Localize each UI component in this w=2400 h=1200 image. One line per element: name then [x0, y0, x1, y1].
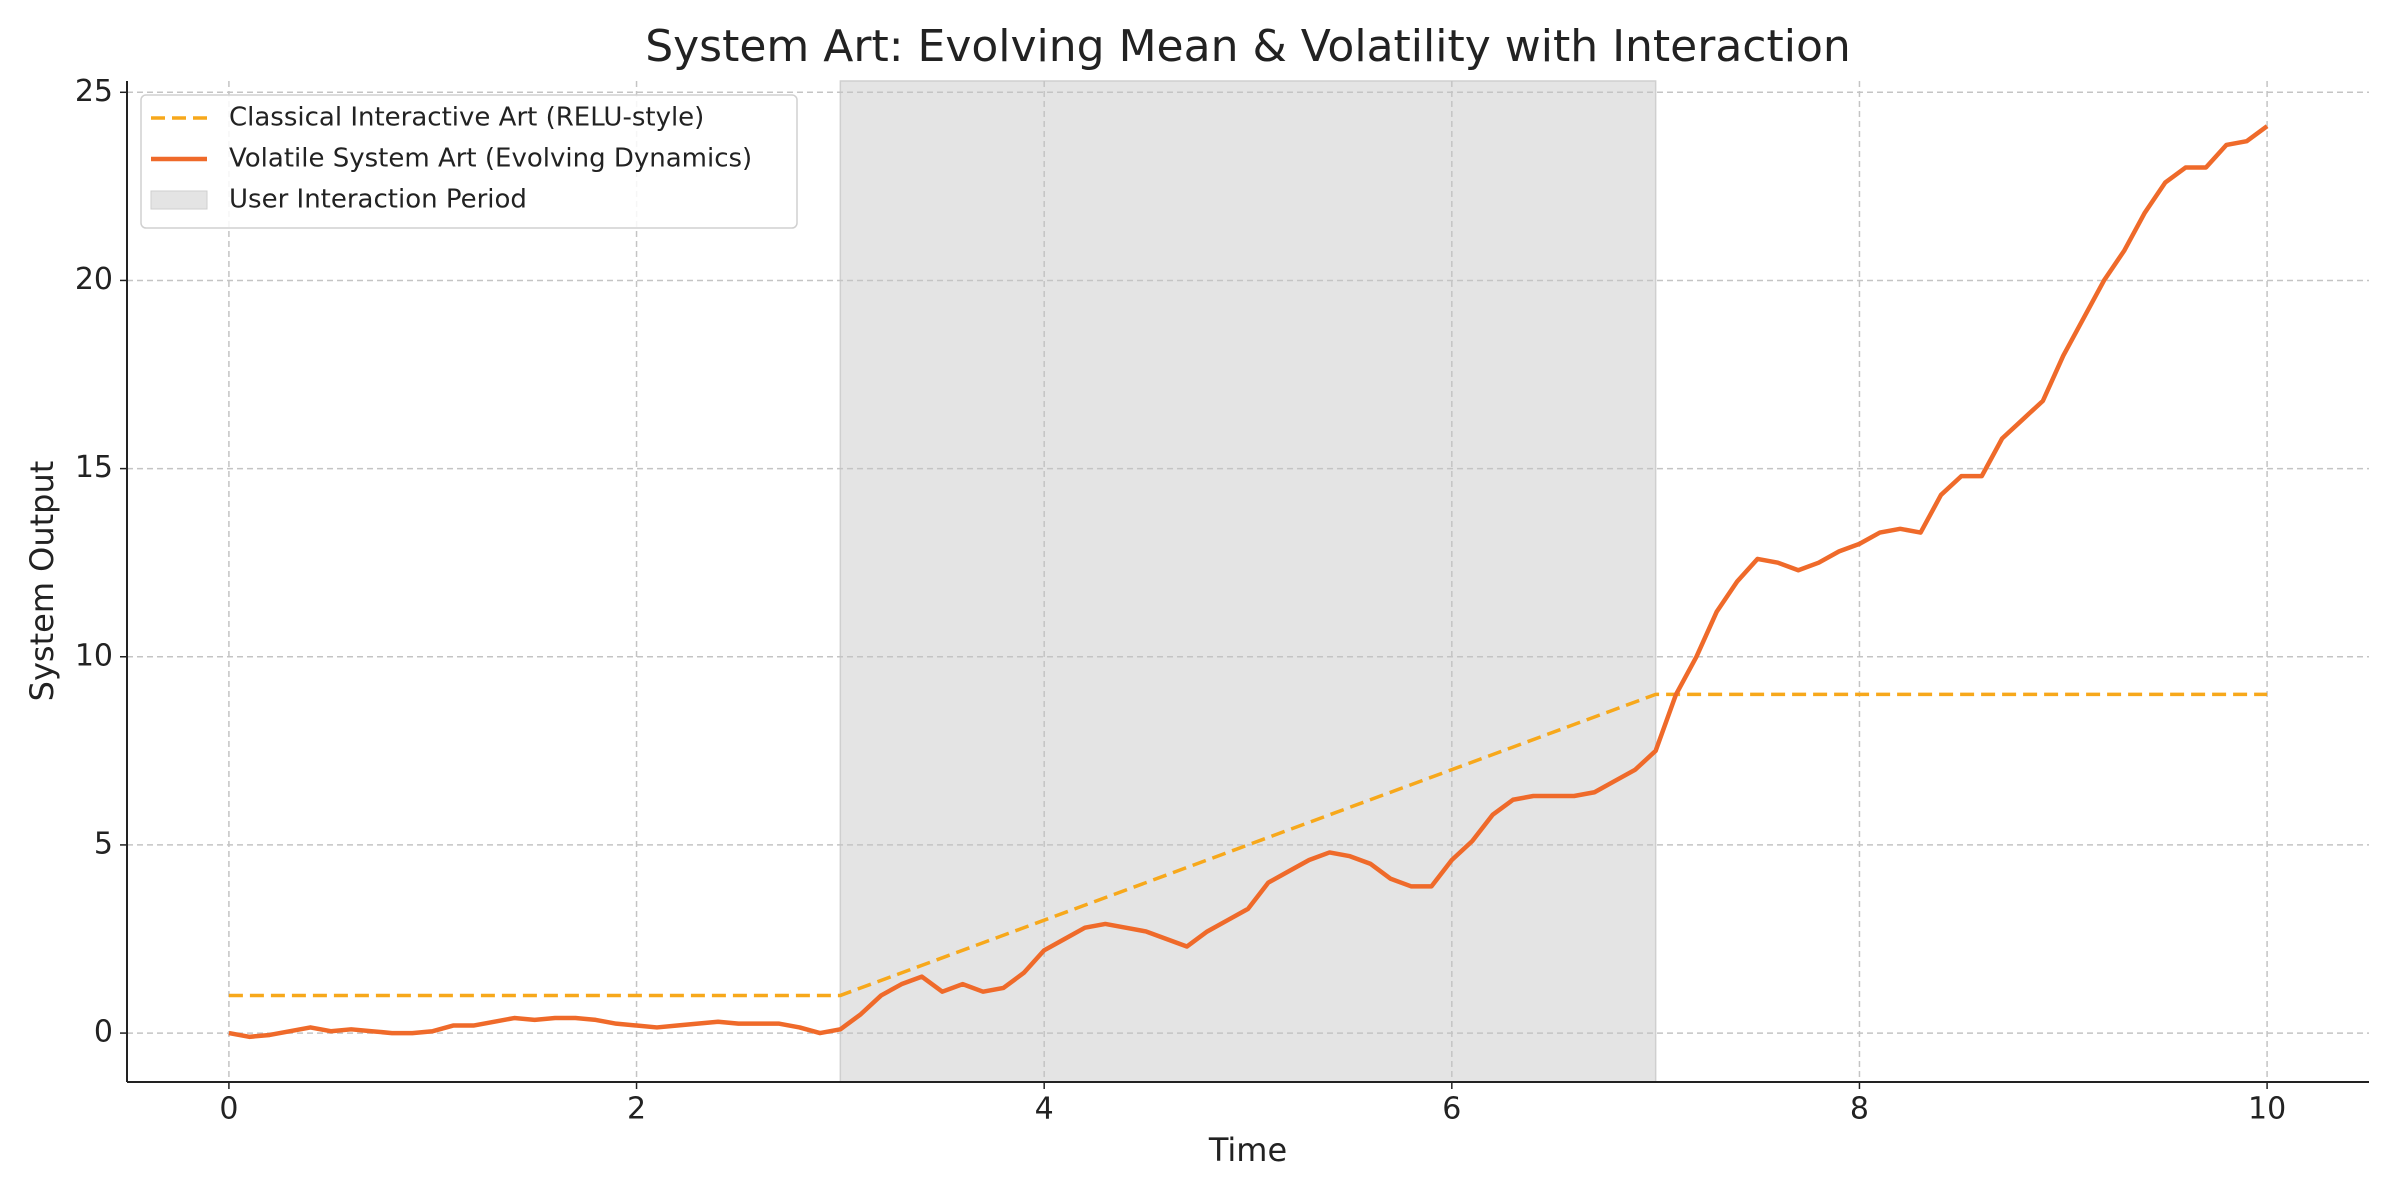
y-tick-label: 20: [75, 262, 113, 297]
x-tick-label: 6: [1442, 1092, 1461, 1127]
y-axis-label: System Output: [23, 461, 61, 702]
series-line: [228, 692, 2268, 998]
chart-title: System Art: Evolving Mean & Volatility w…: [645, 21, 1851, 72]
legend-label: Volatile System Art (Evolving Dynamics): [229, 144, 752, 174]
y-tick-label: 10: [75, 638, 113, 673]
series-line: [228, 124, 2269, 1040]
legend-box: [140, 94, 798, 229]
y-tick-label: 5: [94, 826, 113, 861]
legend-label: Classical Interactive Art (RELU-style): [229, 103, 704, 133]
interaction-span: [839, 80, 1657, 1083]
x-tick-label: 0: [219, 1092, 238, 1127]
y-tick-label: 15: [75, 450, 113, 485]
y-tick-label: 25: [75, 74, 113, 109]
x-tick-label: 2: [627, 1092, 646, 1127]
y-tick-label: 0: [94, 1015, 113, 1050]
x-tick-label: 8: [1850, 1092, 1869, 1127]
x-axis-label: Time: [1208, 1131, 1287, 1169]
x-tick-label: 10: [2248, 1092, 2286, 1127]
x-tick-label: 4: [1035, 1092, 1054, 1127]
legend-swatch: [150, 190, 208, 210]
legend-label: User Interaction Period: [229, 185, 527, 215]
